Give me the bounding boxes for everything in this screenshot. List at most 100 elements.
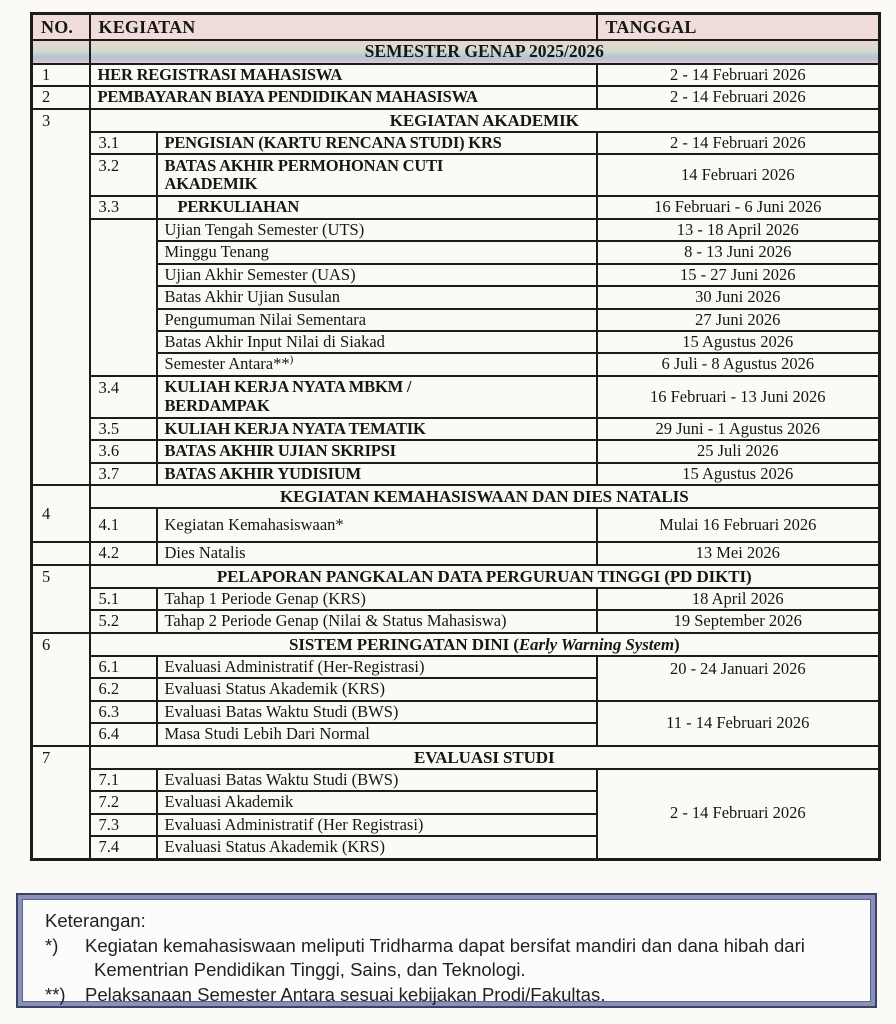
row-number: 1 (30, 62, 91, 88)
table-row: 1 HER REGISTRASI MAHASISWA 2 - 14 Februa… (30, 62, 881, 88)
activity-label: Batas Akhir Input Nilai di Siakad (155, 329, 598, 355)
activity-label: BATAS AKHIR PERMOHONAN CUTI AKADEMIK (155, 153, 598, 198)
date-value: 30 Juni 2026 (595, 285, 881, 310)
activity-label: Evaluasi Batas Waktu Studi (BWS) (155, 767, 598, 793)
table-row: 7.3 Evaluasi Administratif (Her Registra… (32, 812, 880, 838)
section-4-header-row: 4 KEGIATAN KEMAHASISWAAN DAN DIES NATALI… (30, 484, 881, 544)
footnote-2-marker: **) (45, 983, 66, 1005)
sub-number: 3.1 (88, 130, 158, 156)
table-row: 3.5 KULIAH KERJA NYATA TEMATIK 29 Juni -… (32, 416, 881, 442)
table-row: 6.3 Evaluasi Batas Waktu Studi (BWS) 11 … (32, 699, 881, 747)
footnote-2-text: Pelaksanaan Semester Antara sesuai kebij… (85, 983, 606, 1005)
sub-number: 7.2 (88, 790, 158, 815)
date-value: 6 Juli - 8 Agustus 2026 (595, 352, 881, 377)
activity-label: PENGISIAN (KARTU RENCANA STUDI) KRS (155, 130, 598, 156)
table-row: Pengumuman Nilai Sementara 27 Juni 2026 (32, 307, 881, 333)
section-number: 5 (30, 563, 91, 634)
footnote-1-line-2: Kementrian Pendidikan Tinggi, Sains, dan… (94, 959, 526, 981)
section-title: SISTEM PERINGATAN DINI (Early Warning Sy… (88, 631, 881, 657)
row-number-spacer (30, 541, 91, 566)
table-row: 6.4 Masa Studi Lebih Dari Normal (32, 722, 880, 747)
sub-number: 5.2 (88, 609, 158, 634)
date-value: 2 - 14 Februari 2026 (595, 62, 881, 88)
sub-number: 4.2 (88, 541, 158, 566)
date-value: 20 - 24 Januari 2026 (595, 654, 881, 702)
table-row: Batas Akhir Input Nilai di Siakad 15 Agu… (32, 329, 881, 355)
sub-number: 7.4 (88, 835, 158, 861)
footnotes-box-inner: Keterangan: *) Kegiatan kemahasiswaan me… (22, 899, 871, 1005)
activity-line-1: BATAS AKHIR PERMOHONAN CUTI (164, 155, 444, 175)
date-value: 14 Februari 2026 (595, 153, 881, 198)
table-row: 4.2 Dies Natalis 13 Mei 2026 (30, 541, 881, 566)
activity-label: Ujian Akhir Semester (UAS) (155, 262, 598, 288)
table-row: Semester Antara**) 6 Juli - 8 Agustus 20… (32, 352, 881, 377)
footnote-1-line-1: Kegiatan kemahasiswaan meliputi Tridharm… (85, 934, 805, 956)
activity-label: Tahap 1 Periode Genap (KRS) (155, 586, 598, 612)
table-row: 3.3 PERKULIAHAN 16 Februari - 6 Juni 202… (32, 195, 881, 220)
section-5-header-row: 5 PELAPORAN PANGKALAN DATA PERGURUAN TIN… (30, 563, 881, 634)
activity-label: KULIAH KERJA NYATA TEMATIK (155, 416, 598, 442)
table-row: 5.1 Tahap 1 Periode Genap (KRS) 18 April… (32, 586, 881, 612)
section-title-text: SISTEM PERINGATAN DINI ( (289, 634, 519, 654)
date-value: 15 Agustus 2026 (595, 461, 881, 487)
table-row: 7.2 Evaluasi Akademik (32, 790, 880, 815)
activity-label: BATAS AKHIR UJIAN SKRIPSI (155, 439, 598, 464)
table-row: Ujian Tengah Semester (UTS) 13 - 18 Apri… (32, 217, 881, 377)
sub-number: 5.1 (88, 586, 158, 612)
table-row: 3.7 BATAS AKHIR YUDISIUM 15 Agustus 2026 (32, 461, 881, 487)
sub-number: 6.1 (88, 654, 158, 680)
sub-number: 3.2 (88, 153, 158, 198)
section-number: 3 (30, 107, 91, 487)
date-value: 25 Juli 2026 (595, 439, 881, 464)
activity-line-2: AKADEMIK (164, 174, 258, 194)
date-value: 15 Agustus 2026 (595, 329, 881, 355)
date-value: 11 - 14 Februari 2026 (595, 699, 881, 747)
activity-line-1: KULIAH KERJA NYATA MBKM / (164, 377, 412, 397)
date-value: Mulai 16 Februari 2026 (595, 507, 881, 544)
activity-label: Batas Akhir Ujian Susulan (155, 285, 598, 310)
row-number: 2 (30, 85, 91, 110)
footnote-1-marker: *) (45, 934, 59, 956)
section-title-italic: Early Warning System (518, 634, 674, 654)
activity-label: PERKULIAHAN (155, 195, 598, 220)
date-value: 18 April 2026 (595, 586, 881, 612)
footnote-1-text: Kegiatan kemahasiswaan meliputi Tridharm… (85, 934, 852, 983)
sub-number-spacer (88, 217, 158, 377)
section-title: KEGIATAN AKADEMIK (88, 107, 881, 133)
date-value: 2 - 14 Februari 2026 (595, 85, 881, 110)
table-row: 4.1 Kegiatan Kemahasiswaan* Mulai 16 Feb… (32, 507, 881, 544)
section-number: 7 (30, 744, 91, 861)
section-title: KEGIATAN KEMAHASISWAAN DAN DIES NATALIS (88, 484, 881, 510)
col-header-no: NO. (30, 12, 91, 42)
sub-number: 3.6 (88, 439, 158, 464)
table-row: 3.4 KULIAH KERJA NYATA MBKM / BERDAMPAK … (32, 374, 881, 419)
activity-label: Tahap 2 Periode Genap (Nilai & Status Ma… (155, 609, 598, 634)
sub-number: 3.7 (88, 461, 158, 487)
activity-label: Masa Studi Lebih Dari Normal (155, 722, 598, 747)
section-6-header-row: 6 SISTEM PERINGATAN DINI (Early Warning … (30, 631, 881, 747)
activity-label: BATAS AKHIR YUDISIUM (155, 461, 598, 487)
activity-label: KULIAH KERJA NYATA MBKM / BERDAMPAK (155, 374, 598, 419)
section-title: PELAPORAN PANGKALAN DATA PERGURUAN TINGG… (88, 563, 881, 589)
table-row: 3.6 BATAS AKHIR UJIAN SKRIPSI 25 Juli 20… (32, 439, 881, 464)
section-title: EVALUASI STUDI (88, 744, 881, 770)
table-row: Batas Akhir Ujian Susulan 30 Juni 2026 (32, 285, 881, 310)
table-row: 7.4 Evaluasi Status Akademik (KRS) (32, 835, 880, 861)
footnotes-box: Keterangan: *) Kegiatan kemahasiswaan me… (16, 893, 877, 1008)
table-row: 5.2 Tahap 2 Periode Genap (Nilai & Statu… (32, 609, 881, 634)
table-row: Minggu Tenang 8 - 13 Juni 2026 (32, 240, 881, 265)
date-value: 16 Februari - 13 Juni 2026 (595, 374, 881, 419)
table-row: Ujian Akhir Semester (UAS) 15 - 27 Juni … (32, 262, 881, 288)
sub-number: 6.4 (88, 722, 158, 747)
date-value: 13 - 18 April 2026 (595, 217, 881, 243)
col-header-tanggal: TANGGAL (595, 12, 881, 42)
table-row: 6.1 Evaluasi Administratif (Her-Registra… (32, 654, 881, 702)
date-value: 8 - 13 Juni 2026 (595, 240, 881, 265)
table-row: 7.1 Evaluasi Batas Waktu Studi (BWS) 2 -… (32, 767, 881, 861)
sub-number: 7.1 (88, 767, 158, 793)
activity-text: Semester Antara** (164, 354, 290, 374)
date-value: 2 - 14 Februari 2026 (595, 130, 881, 156)
date-value: 2 - 14 Februari 2026 (595, 767, 881, 861)
sub-number: 6.2 (88, 677, 158, 702)
